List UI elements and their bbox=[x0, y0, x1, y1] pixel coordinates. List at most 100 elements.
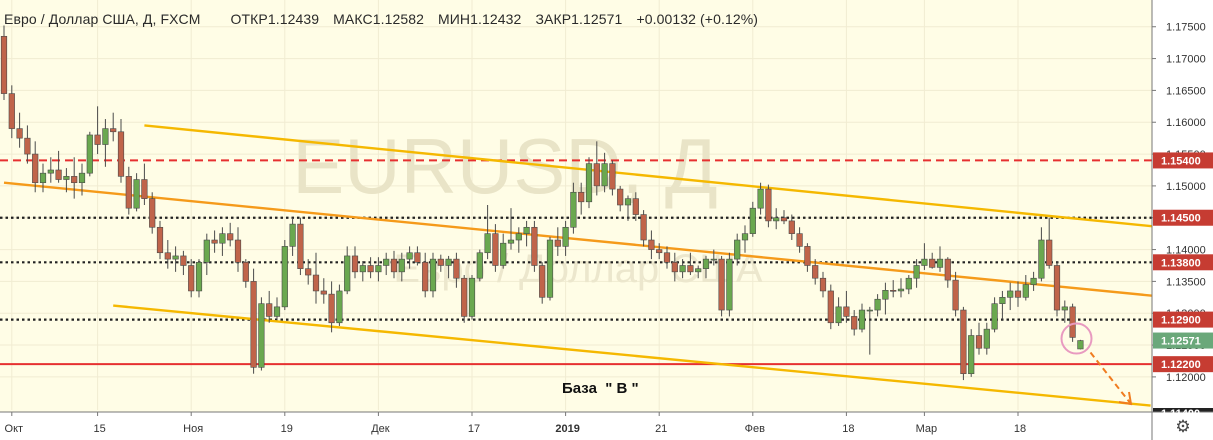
bear-candle bbox=[952, 271, 959, 317]
candle-body bbox=[484, 233, 491, 254]
bear-candle bbox=[0, 25, 8, 100]
bull-candle bbox=[78, 163, 86, 196]
change-value: +0.00132 (+0.12%) bbox=[636, 11, 759, 27]
candle-body bbox=[32, 153, 39, 184]
bear-candle bbox=[320, 278, 327, 304]
bear-candle bbox=[851, 310, 858, 336]
candle-body bbox=[609, 163, 616, 190]
low-label: МИН bbox=[438, 11, 471, 27]
candle-body bbox=[429, 258, 437, 292]
candle-body bbox=[445, 258, 452, 266]
candle-body bbox=[874, 298, 881, 311]
high-value: 1.12582 bbox=[372, 11, 424, 27]
bull-candle bbox=[897, 278, 905, 298]
bear-candle bbox=[960, 306, 967, 381]
candle-body bbox=[250, 281, 257, 368]
candles bbox=[0, 25, 1084, 381]
horizontal-levels bbox=[0, 159, 1152, 366]
candle-body bbox=[16, 128, 23, 139]
trend-line bbox=[3, 181, 1182, 300]
close-label: ЗАКР bbox=[535, 11, 572, 27]
trend-line bbox=[113, 304, 1151, 407]
candle-body bbox=[617, 188, 624, 206]
circle-marker bbox=[1060, 322, 1093, 355]
candle-body bbox=[39, 172, 47, 184]
bear-candle bbox=[16, 112, 23, 148]
candle-body bbox=[773, 217, 780, 222]
forecast-arrow bbox=[1089, 351, 1132, 405]
cut-price-label: 1.11400 bbox=[1161, 408, 1200, 420]
bull-candle bbox=[468, 275, 476, 320]
candle-body bbox=[24, 137, 31, 155]
price-axis: 1.120001.125001.130001.135001.140001.145… bbox=[1151, 0, 1213, 440]
candle-body bbox=[897, 288, 905, 292]
candle-body bbox=[390, 258, 398, 273]
open-value: 1.12439 bbox=[267, 11, 320, 27]
bear-candle bbox=[297, 217, 304, 276]
bull-candle bbox=[219, 227, 226, 256]
bear-candle bbox=[367, 257, 374, 279]
bear-candle bbox=[110, 112, 117, 142]
candle-body bbox=[890, 290, 897, 292]
gear-icon[interactable]: ⚙ bbox=[1175, 417, 1191, 436]
bear-candle bbox=[1053, 261, 1061, 317]
bull-candle bbox=[406, 246, 413, 269]
bear-candle bbox=[117, 119, 125, 183]
bear-candle bbox=[8, 85, 15, 139]
price-tag bbox=[1153, 254, 1213, 271]
bear-candle bbox=[1069, 303, 1076, 342]
candle-body bbox=[312, 274, 320, 292]
bear-candle bbox=[804, 243, 811, 272]
bull-candle bbox=[86, 131, 93, 177]
y-tick-label: 1.13500 bbox=[1166, 276, 1206, 288]
close-value: 1.12571 bbox=[571, 11, 623, 27]
bear-candle bbox=[437, 254, 444, 272]
bear-candle bbox=[1046, 217, 1053, 269]
candle-body bbox=[819, 277, 827, 292]
time-axis: Окт 15 Ноя 19 Дек 17 2019 21 Фев 18 Мар 18 1.11400 bbox=[0, 408, 1213, 440]
candle-body bbox=[640, 214, 647, 241]
candle-body bbox=[960, 309, 967, 375]
candle-body bbox=[102, 128, 109, 145]
price-tag-label: 1.13800 bbox=[1161, 257, 1201, 269]
bull-candle bbox=[968, 329, 975, 377]
bear-candle bbox=[531, 220, 538, 272]
bull-candle bbox=[858, 303, 866, 333]
candle-body bbox=[71, 176, 78, 184]
bear-candle bbox=[180, 250, 187, 276]
candle-body bbox=[0, 35, 8, 94]
bear-candle bbox=[718, 255, 725, 317]
candle-body bbox=[968, 335, 975, 375]
candle-body bbox=[195, 261, 203, 292]
bear-candle bbox=[578, 182, 585, 215]
candle-body bbox=[975, 335, 983, 349]
bull-candle bbox=[741, 225, 749, 253]
x-tick-label: Дек bbox=[371, 423, 390, 435]
candle-body bbox=[835, 306, 842, 324]
candle-body bbox=[281, 246, 288, 308]
bull-candle bbox=[905, 275, 912, 295]
x-tick-label: Окт bbox=[5, 423, 24, 435]
bull-candle bbox=[102, 119, 109, 167]
candle-body bbox=[585, 163, 593, 203]
candle-body bbox=[367, 265, 374, 273]
candle-body bbox=[936, 258, 944, 268]
candle-body bbox=[211, 239, 218, 244]
candle-body bbox=[1038, 239, 1045, 279]
candle-body bbox=[999, 297, 1006, 304]
bull-candle bbox=[546, 236, 554, 301]
candle-body bbox=[383, 258, 390, 266]
bear-candle bbox=[671, 252, 678, 282]
bear-candle bbox=[453, 252, 460, 288]
time-axis-background bbox=[0, 412, 1213, 440]
candle-body bbox=[710, 258, 717, 261]
bull-candle bbox=[921, 243, 928, 270]
bear-candle bbox=[71, 157, 78, 199]
bear-candle bbox=[890, 280, 897, 298]
candle-body bbox=[929, 258, 936, 268]
bull-candle bbox=[445, 255, 452, 279]
bear-candle bbox=[234, 227, 242, 272]
bull-candle bbox=[39, 163, 47, 193]
candle-body bbox=[78, 172, 86, 184]
